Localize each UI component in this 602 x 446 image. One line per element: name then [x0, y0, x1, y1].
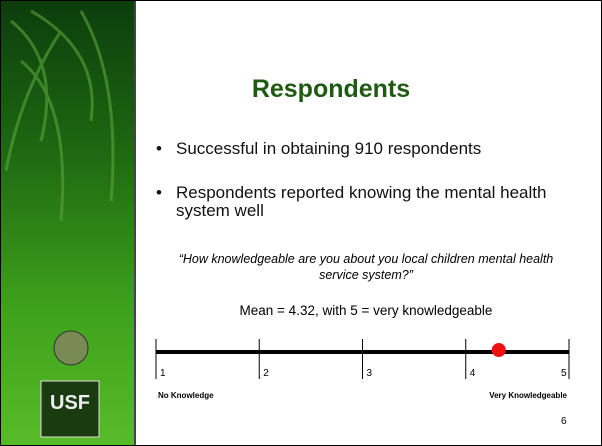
high-label: Very Knowledgeable — [489, 391, 567, 400]
scale: 1 2 3 4 5 No Knowledge Very Knowledgeable — [1, 1, 601, 445]
low-label: No Knowledge — [158, 391, 214, 400]
tick-label: 4 — [470, 368, 476, 379]
slide: USF Respondents •Successful in obtaining… — [0, 0, 602, 446]
tick-label: 5 — [561, 368, 567, 379]
tick-label: 2 — [263, 368, 269, 379]
tick-label: 3 — [367, 368, 373, 379]
mean-marker — [492, 343, 506, 357]
tick-label: 1 — [160, 368, 166, 379]
